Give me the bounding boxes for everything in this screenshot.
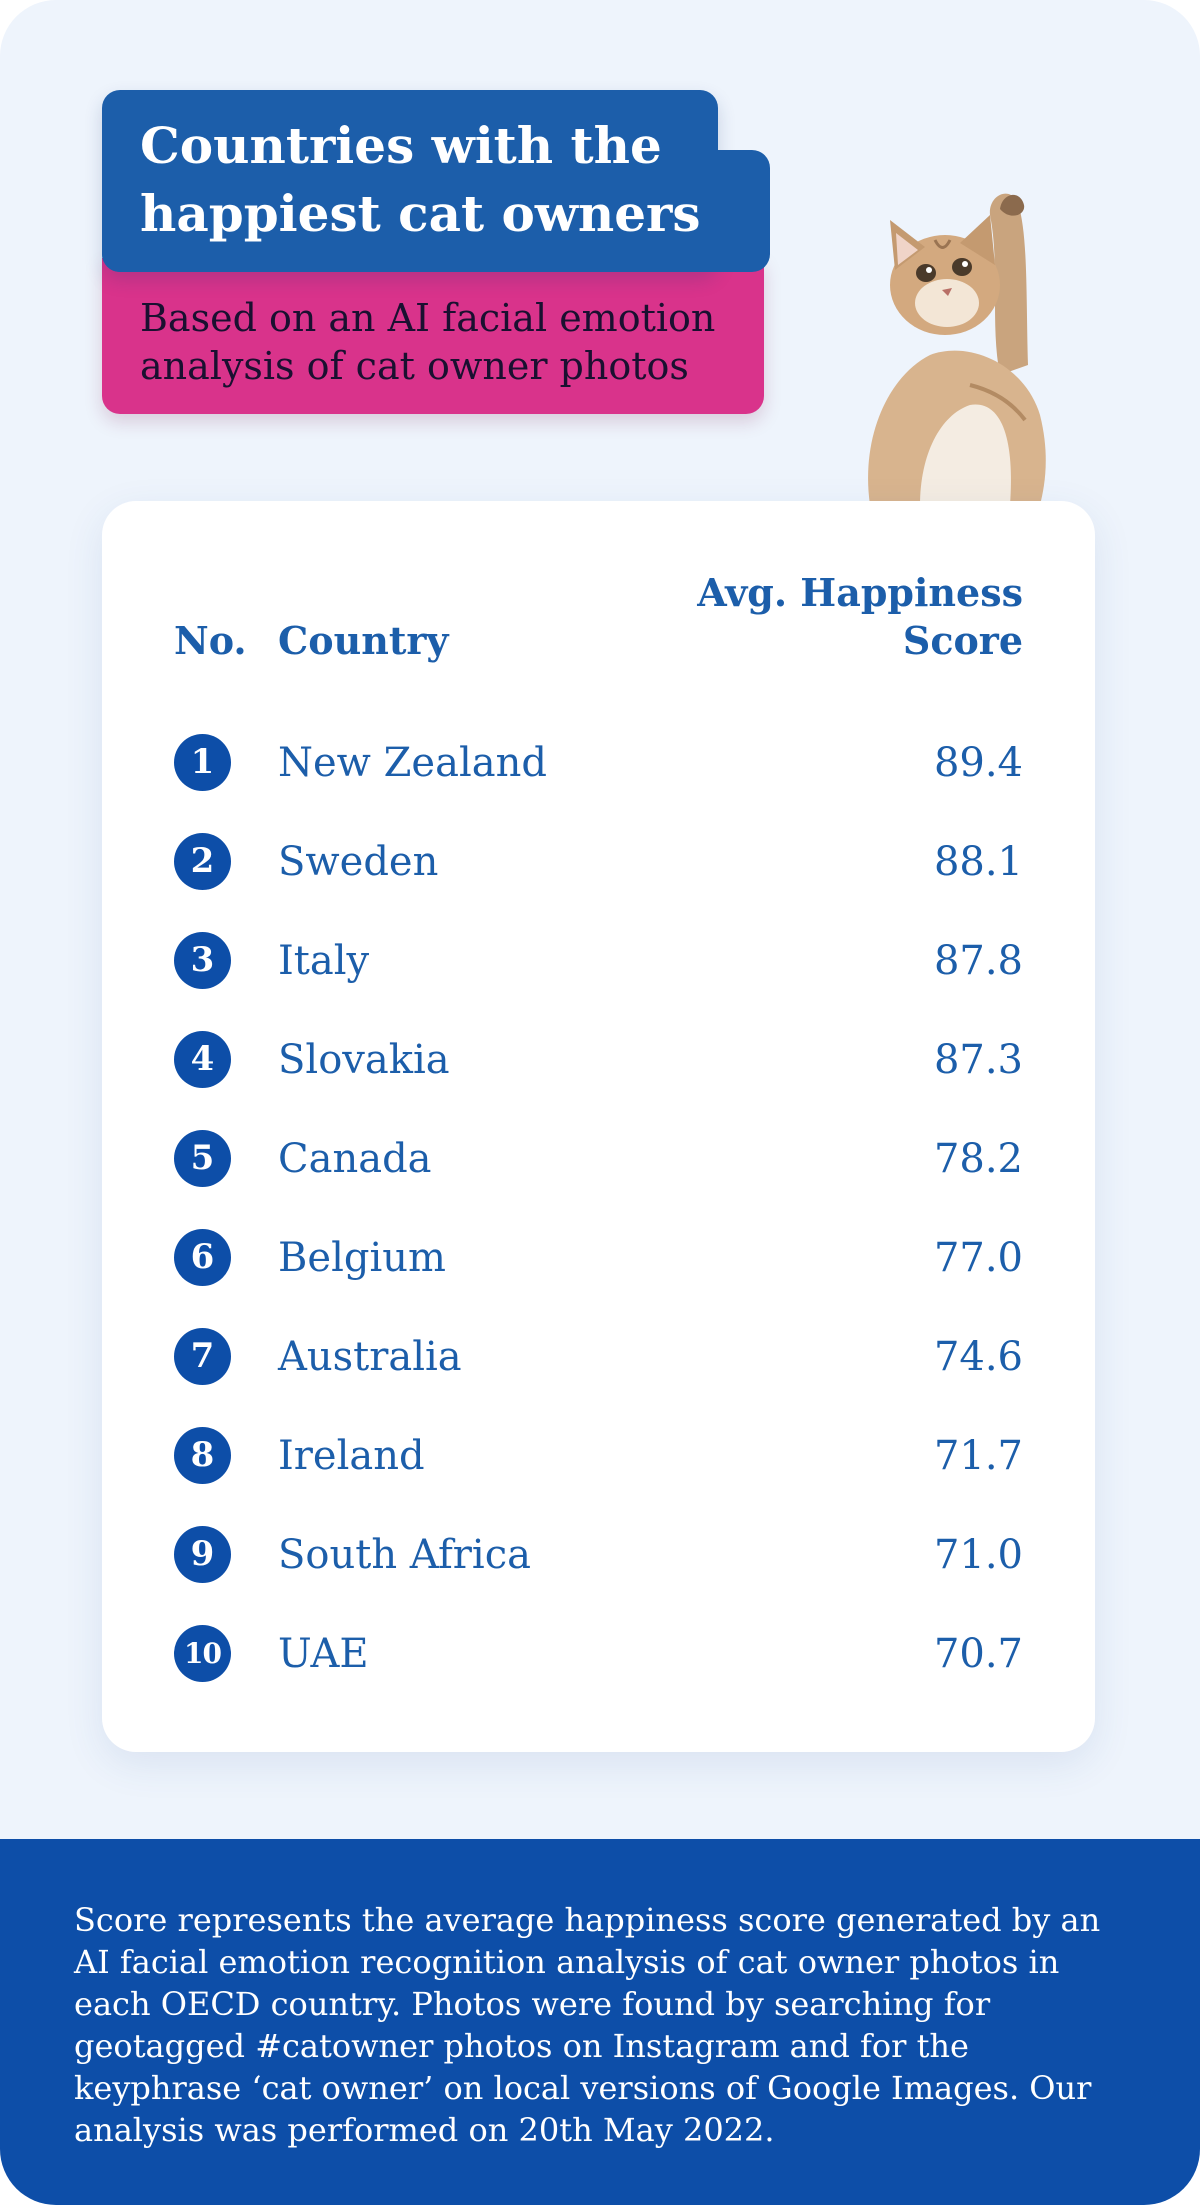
table-row: 5 Canada 78.2 [102,1129,1095,1189]
happiness-score: 89.4 [933,740,1023,786]
rank-badge: 10 [174,1625,231,1682]
rank-badge: 4 [174,1031,231,1088]
country-name: Australia [278,1334,462,1380]
column-header-no: No. [174,618,247,663]
rank-badge: 3 [174,932,231,989]
rank-badge: 6 [174,1229,231,1286]
happiness-score: 87.3 [933,1037,1023,1083]
subtitle-box [102,258,764,414]
table-row: 9 South Africa 71.0 [102,1525,1095,1585]
rank-badge: 5 [174,1130,231,1187]
rank-badge: 2 [174,833,231,890]
country-name: Sweden [278,839,439,885]
table-row: 7 Australia 74.6 [102,1327,1095,1387]
cat-illustration-icon [868,193,1046,505]
country-name: Canada [278,1136,432,1182]
happiness-score: 71.0 [933,1532,1023,1578]
table-row: 10 UAE 70.7 [102,1624,1095,1684]
page-title: Countries with the happiest cat owners [140,116,701,243]
table-row: 8 Ireland 71.7 [102,1426,1095,1486]
happiness-score: 70.7 [933,1631,1023,1677]
table-row: 4 Slovakia 87.3 [102,1030,1095,1090]
rank-badge: 8 [174,1427,231,1484]
methodology-note: Score represents the average happiness s… [74,1901,1101,2149]
rank-badge: 9 [174,1526,231,1583]
methodology-footer: Score represents the average happiness s… [0,1839,1200,2205]
country-name: Slovakia [278,1037,450,1083]
ranking-table: No. Country Avg. Happiness Score 1 New Z… [102,501,1095,1752]
country-name: Italy [278,938,370,984]
table-row: 2 Sweden 88.1 [102,832,1095,892]
title-box-tab [102,150,770,272]
table-row: 3 Italy 87.8 [102,931,1095,991]
country-name: New Zealand [278,740,547,786]
happiness-score: 77.0 [933,1235,1023,1281]
country-name: Belgium [278,1235,446,1281]
happiness-score: 78.2 [933,1136,1023,1182]
country-name: Ireland [278,1433,425,1479]
rank-badge: 7 [174,1328,231,1385]
happiness-score: 74.6 [933,1334,1023,1380]
table-row: 1 New Zealand 89.4 [102,733,1095,793]
country-name: UAE [278,1631,369,1677]
column-header-score: Avg. Happiness Score [697,570,1023,663]
table-row: 6 Belgium 77.0 [102,1228,1095,1288]
country-name: South Africa [278,1532,531,1578]
happiness-score: 87.8 [933,938,1023,984]
happiness-score: 88.1 [933,839,1023,885]
column-header-country: Country [278,618,449,663]
happiness-score: 71.7 [933,1433,1023,1479]
rank-badge: 1 [174,734,231,791]
page-subtitle: Based on an AI facial emotion analysis o… [140,296,716,388]
